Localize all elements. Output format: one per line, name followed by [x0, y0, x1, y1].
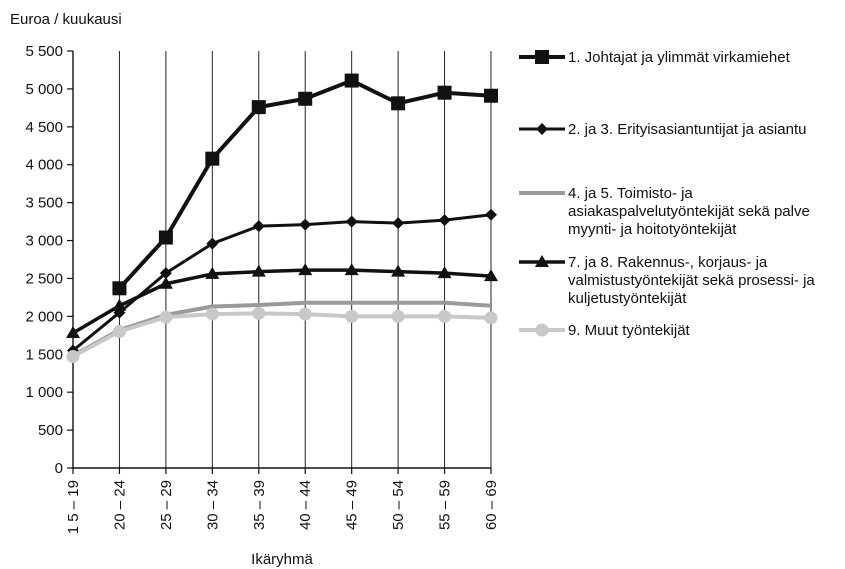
marker-square	[484, 88, 498, 103]
x-tick-label: 20 – 24	[111, 480, 128, 530]
marker-diamond	[485, 208, 497, 221]
marker-diamond	[206, 237, 219, 250]
marker-triangle	[158, 276, 173, 289]
legend-label-line: valmistustyöntekijät sekä prosessi- ja	[568, 272, 815, 289]
y-tick-label: 2 500	[25, 270, 63, 287]
marker-triangle	[66, 326, 80, 339]
marker-diamond	[438, 214, 451, 227]
series-line-5	[72, 311, 492, 359]
marker-circle	[438, 309, 452, 323]
y-tick-label: 1 500	[25, 346, 63, 363]
marker-circle	[205, 307, 219, 321]
legend-label-line: 1. Johtajat ja ylimmät virkamiehet	[568, 49, 791, 66]
legend-label-line: 7. ja 8. Rakennus-, korjaus- ja	[568, 254, 768, 271]
marker-triangle	[535, 255, 549, 267]
legend-label-4: 7. ja 8. Rakennus-, korjaus- ja valmistus…	[568, 254, 815, 307]
x-tick-label: 45 – 49	[344, 480, 361, 530]
marker-square	[251, 100, 266, 115]
series-line-4	[72, 268, 492, 335]
marker-square	[437, 85, 452, 100]
y-tick-label: 5 500	[25, 43, 63, 60]
marker-circle	[252, 306, 266, 320]
marker-triangle	[205, 266, 220, 279]
marker-triangle	[484, 269, 498, 282]
y-tick-label: 4 500	[25, 119, 63, 136]
y-tick-label: 1 000	[25, 384, 63, 401]
marker-circle	[391, 309, 405, 323]
legend-label-line: myynti- ja hoitotyöntekijät	[568, 221, 737, 238]
marker-diamond	[252, 220, 265, 233]
series-line-3	[72, 300, 492, 358]
legend-label-3: 4. ja 5. Toimisto- ja asiakaspalvelutyönt…	[568, 185, 810, 238]
x-axis-title: Ikäryhmä	[251, 551, 313, 568]
y-tick-label: 5 000	[25, 81, 63, 98]
marker-triangle	[437, 266, 452, 279]
x-tick-label: 50 – 54	[390, 480, 407, 530]
marker-circle	[345, 309, 359, 323]
marker-diamond	[392, 217, 405, 230]
legend-label-1: 1. Johtajat ja ylimmät virkamiehet	[568, 49, 791, 66]
marker-square	[298, 91, 313, 106]
marker-square	[535, 50, 549, 64]
y-tick-label: 3 000	[25, 233, 63, 250]
plot-area: 0 500 1 000 1 500 2 000 2 500 3 000 3 500 4 000 4…	[25, 43, 500, 534]
marker-triangle	[112, 298, 127, 311]
marker-circle	[112, 325, 126, 339]
series-line-2	[72, 213, 492, 352]
legend-label-line: 2. ja 3. Erityisasiantuntijat ja asiantu	[568, 121, 806, 138]
marker-circle	[535, 323, 549, 337]
y-tick-label: 3 500	[25, 195, 63, 212]
x-tick-label: 40 – 44	[297, 480, 314, 530]
legend-label-line: kuljetustyöntekijät	[568, 290, 687, 307]
marker-circle	[298, 307, 312, 321]
marker-diamond	[299, 218, 312, 231]
x-tick-label: 55 – 59	[437, 480, 454, 530]
marker-square	[344, 73, 359, 88]
legend-label-2: 2. ja 3. Erityisasiantuntijat ja asiantu	[568, 121, 806, 138]
marker-circle	[159, 310, 173, 324]
x-tick-label: 60 – 69	[483, 480, 500, 530]
marker-square	[205, 151, 220, 166]
marker-circle	[484, 311, 498, 325]
legend-label-5: 9. Muut työntekijät	[568, 322, 691, 339]
marker-square	[112, 281, 127, 296]
marker-circle	[66, 350, 80, 364]
marker-triangle	[391, 264, 406, 277]
y-tick-label: 2 000	[25, 308, 63, 325]
legend-label-line: 9. Muut työntekijät	[568, 322, 691, 339]
marker-triangle	[344, 263, 359, 276]
legend: 1. Johtajat ja ylimmät virkamiehet 2. ja …	[519, 49, 815, 339]
y-tick-label: 500	[38, 422, 63, 439]
marker-diamond	[536, 123, 548, 135]
marker-square	[391, 96, 406, 111]
legend-label-line: asiakaspalvelutyöntekijät sekä palve	[568, 203, 810, 220]
y-tick-label: 4 000	[25, 157, 63, 174]
marker-diamond	[159, 267, 172, 280]
marker-triangle	[298, 263, 313, 276]
x-tick-label: 1 5 – 19	[65, 480, 82, 534]
marker-diamond	[345, 215, 358, 228]
legend-label-line: 4. ja 5. Toimisto- ja	[568, 185, 693, 202]
marker-square	[158, 230, 173, 245]
y-axis-title: Euroa / kuukausi	[10, 11, 122, 28]
marker-triangle	[251, 264, 266, 277]
x-tick-label: 25 – 29	[158, 480, 175, 530]
x-tick-label: 35 – 39	[251, 480, 268, 530]
y-tick-label: 0	[55, 460, 63, 477]
x-tick-label: 30 – 34	[204, 480, 221, 530]
